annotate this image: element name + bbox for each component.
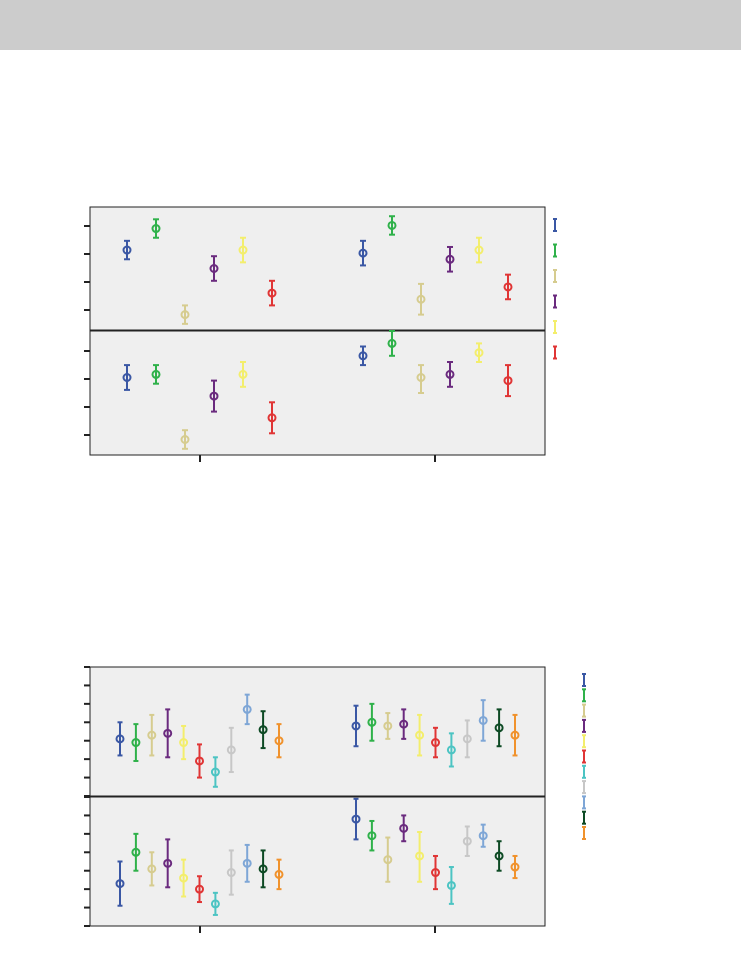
- mean-marker: [510, 730, 520, 740]
- mean-marker: [226, 868, 236, 878]
- mean-marker: [242, 704, 252, 714]
- mean-marker: [351, 721, 361, 731]
- mean-marker: [358, 351, 368, 361]
- mean-marker: [445, 369, 455, 379]
- mean-marker: [179, 738, 189, 748]
- mean-marker: [147, 730, 157, 740]
- mean-marker: [210, 767, 220, 777]
- mean-marker: [151, 224, 161, 234]
- mean-marker: [274, 736, 284, 746]
- mean-marker: [494, 723, 504, 733]
- mean-marker: [267, 288, 277, 298]
- mean-marker: [274, 869, 284, 879]
- mean-marker: [226, 745, 236, 755]
- mean-marker: [416, 294, 426, 304]
- mean-marker: [415, 730, 425, 740]
- mean-marker: [462, 836, 472, 846]
- mean-marker: [131, 738, 141, 748]
- mean-marker: [399, 719, 409, 729]
- mean-marker: [163, 858, 173, 868]
- mean-marker: [358, 248, 368, 258]
- mean-marker: [131, 847, 141, 857]
- mean-marker: [180, 435, 190, 444]
- mean-marker: [474, 348, 484, 358]
- mean-marker: [478, 831, 488, 841]
- mean-marker: [446, 745, 456, 755]
- mean-marker: [431, 738, 440, 748]
- mean-marker: [122, 245, 132, 255]
- mean-marker: [474, 245, 484, 255]
- mean-marker: [151, 369, 161, 379]
- mean-marker: [510, 862, 520, 872]
- mean-marker: [416, 373, 426, 382]
- plot-panel-2-bottom: [89, 796, 546, 927]
- mean-marker: [367, 717, 377, 727]
- top-bar: [0, 0, 741, 50]
- mean-marker: [387, 338, 397, 348]
- mean-marker: [267, 413, 277, 423]
- mean-marker: [115, 879, 125, 889]
- mean-marker: [210, 899, 220, 909]
- mean-marker: [179, 873, 189, 883]
- mean-marker: [195, 884, 204, 894]
- mean-marker: [503, 282, 513, 292]
- mean-marker: [180, 310, 190, 320]
- mean-marker: [238, 369, 248, 379]
- mean-marker: [258, 725, 268, 735]
- mean-marker: [258, 864, 268, 874]
- mean-marker: [494, 851, 504, 861]
- mean-marker: [367, 831, 377, 841]
- mean-marker: [383, 721, 393, 731]
- mean-marker: [399, 823, 409, 833]
- mean-marker: [503, 376, 513, 386]
- mean-marker: [195, 756, 204, 766]
- mean-marker: [147, 864, 157, 874]
- mean-marker: [209, 264, 219, 273]
- mean-marker: [351, 814, 361, 824]
- plot-panel-1-top: [89, 206, 546, 331]
- plot-panel-2-top: [89, 666, 546, 797]
- mean-marker: [387, 220, 397, 230]
- mean-marker: [462, 734, 472, 744]
- mean-marker: [383, 855, 393, 865]
- mean-marker: [238, 245, 248, 255]
- mean-marker: [122, 373, 132, 382]
- mean-marker: [446, 880, 456, 890]
- mean-marker: [163, 728, 173, 738]
- mean-marker: [415, 851, 425, 861]
- mean-marker: [242, 858, 252, 868]
- mean-marker: [209, 391, 219, 401]
- mean-marker: [115, 734, 125, 744]
- mean-marker: [431, 868, 440, 878]
- mean-marker: [445, 254, 455, 264]
- mean-marker: [478, 715, 488, 725]
